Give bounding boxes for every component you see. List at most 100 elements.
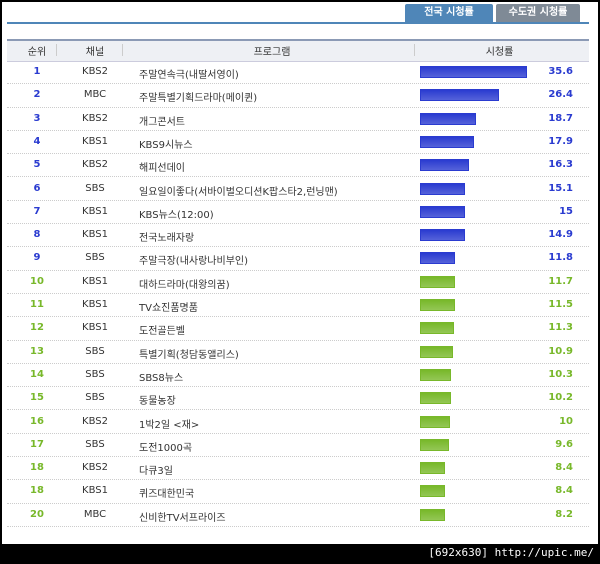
table-row	[7, 387, 589, 411]
rank: 3	[33, 112, 41, 124]
tab-capital[interactable]: 수도권 시청률	[496, 4, 580, 22]
channel: KBS1	[82, 229, 108, 241]
channel: SBS	[85, 182, 105, 194]
program: 신비한TV서프라이즈	[139, 512, 226, 524]
channel: KBS2	[82, 66, 108, 77]
program: 주말특별기획드라마(메이퀸)	[139, 93, 258, 105]
watermark: [692x630] http://upic.me/	[428, 546, 594, 559]
table-row	[7, 154, 589, 178]
rating-bar	[420, 182, 466, 195]
table-row	[7, 341, 589, 364]
rating: 11.8	[548, 252, 573, 264]
rating-bar	[420, 438, 449, 451]
program: SBS8뉴스	[139, 372, 184, 384]
table-row	[7, 457, 589, 481]
channel: MBC	[83, 508, 107, 520]
channel: KBS2	[82, 462, 108, 474]
channel: KBS2	[82, 415, 108, 427]
channel: KBS1	[82, 485, 108, 497]
rating: 17.9	[548, 135, 573, 147]
channel: KBS1	[82, 299, 108, 310]
rank: 16	[30, 415, 44, 427]
table-row	[7, 294, 589, 318]
program: 대하드라마(대왕의꿈)	[139, 279, 230, 291]
program: TV쇼진품명품	[139, 303, 198, 314]
tab-national[interactable]: 전국 시청률	[405, 4, 493, 22]
table-row	[7, 131, 589, 155]
tab-rule	[7, 22, 589, 24]
rank: 7	[33, 205, 41, 217]
rating: 11.5	[548, 299, 573, 310]
table-row	[7, 247, 589, 271]
table-row	[7, 224, 589, 248]
program: 개그콘서트	[139, 116, 185, 128]
channel: SBS	[85, 345, 105, 357]
table-header	[7, 39, 589, 62]
rating: 10	[559, 415, 573, 427]
rating: 14.9	[548, 229, 573, 241]
col-header: 시청률	[485, 47, 514, 58]
divider	[122, 44, 123, 56]
rating: 8.4	[555, 485, 573, 497]
table-row	[7, 317, 589, 341]
program: 주말연속극(내딸서영이)	[139, 70, 239, 81]
rank: 14	[30, 368, 44, 380]
program: KBS9시뉴스	[139, 139, 193, 151]
program: 주말극장(내사랑나비부인)	[139, 256, 249, 268]
rank: 18	[30, 462, 44, 474]
rank: 9	[33, 252, 41, 264]
rank: 4	[33, 135, 41, 147]
rating-bar	[420, 322, 454, 335]
rating: 26.4	[548, 89, 573, 101]
rank: 20	[30, 508, 44, 520]
program: KBS뉴스(12:00)	[139, 209, 214, 221]
program: 다큐3일	[139, 466, 173, 478]
rank: 6	[33, 182, 41, 194]
rank: 1	[33, 66, 41, 77]
channel: MBC	[83, 89, 107, 101]
program: 전국노래자랑	[139, 233, 195, 245]
rating-bar	[420, 485, 446, 498]
table-row	[7, 364, 589, 388]
rating: 8.4	[555, 462, 573, 474]
rank: 15	[30, 392, 44, 404]
rating-bar	[420, 159, 469, 172]
rating: 35.6	[548, 66, 573, 77]
channel: KBS2	[82, 159, 108, 171]
program: 동물농장	[139, 396, 176, 408]
rating: 10.9	[548, 345, 573, 357]
rating-bar	[420, 275, 456, 288]
program: 해피선데이	[139, 163, 185, 175]
rating-bar	[420, 462, 446, 475]
rating-bar	[420, 205, 465, 218]
rank: 8	[33, 229, 41, 241]
rating: 15	[559, 205, 573, 217]
channel: KBS1	[82, 322, 108, 334]
rating: 8.2	[555, 508, 573, 520]
rating: 18.7	[548, 112, 573, 124]
rating-bar	[420, 112, 477, 125]
col-header: 순위	[27, 47, 47, 58]
program: 도전골든벨	[139, 326, 185, 338]
program: 일요일이좋다(서바이벌오디션K팝스타2,런닝맨)	[139, 186, 338, 198]
rating-bar	[420, 89, 500, 102]
table-row	[7, 84, 589, 108]
divider	[414, 44, 415, 56]
rank: 13	[30, 345, 44, 357]
rating-bar	[420, 345, 453, 358]
rank: 5	[33, 159, 41, 171]
program: 도전1000곡	[139, 442, 193, 454]
rank: 18	[30, 485, 44, 497]
footer-strip	[2, 544, 598, 562]
table-row	[7, 201, 589, 225]
rating: 11.3	[548, 322, 573, 334]
table-row	[7, 108, 589, 131]
rating-bar	[420, 392, 451, 405]
program: 특별기획(청담동앨리스)	[139, 349, 239, 361]
rating: 16.3	[548, 159, 573, 171]
channel: SBS	[85, 392, 105, 404]
rank: 11	[30, 299, 44, 310]
rating-bar	[420, 135, 474, 148]
channel: KBS1	[82, 135, 108, 147]
